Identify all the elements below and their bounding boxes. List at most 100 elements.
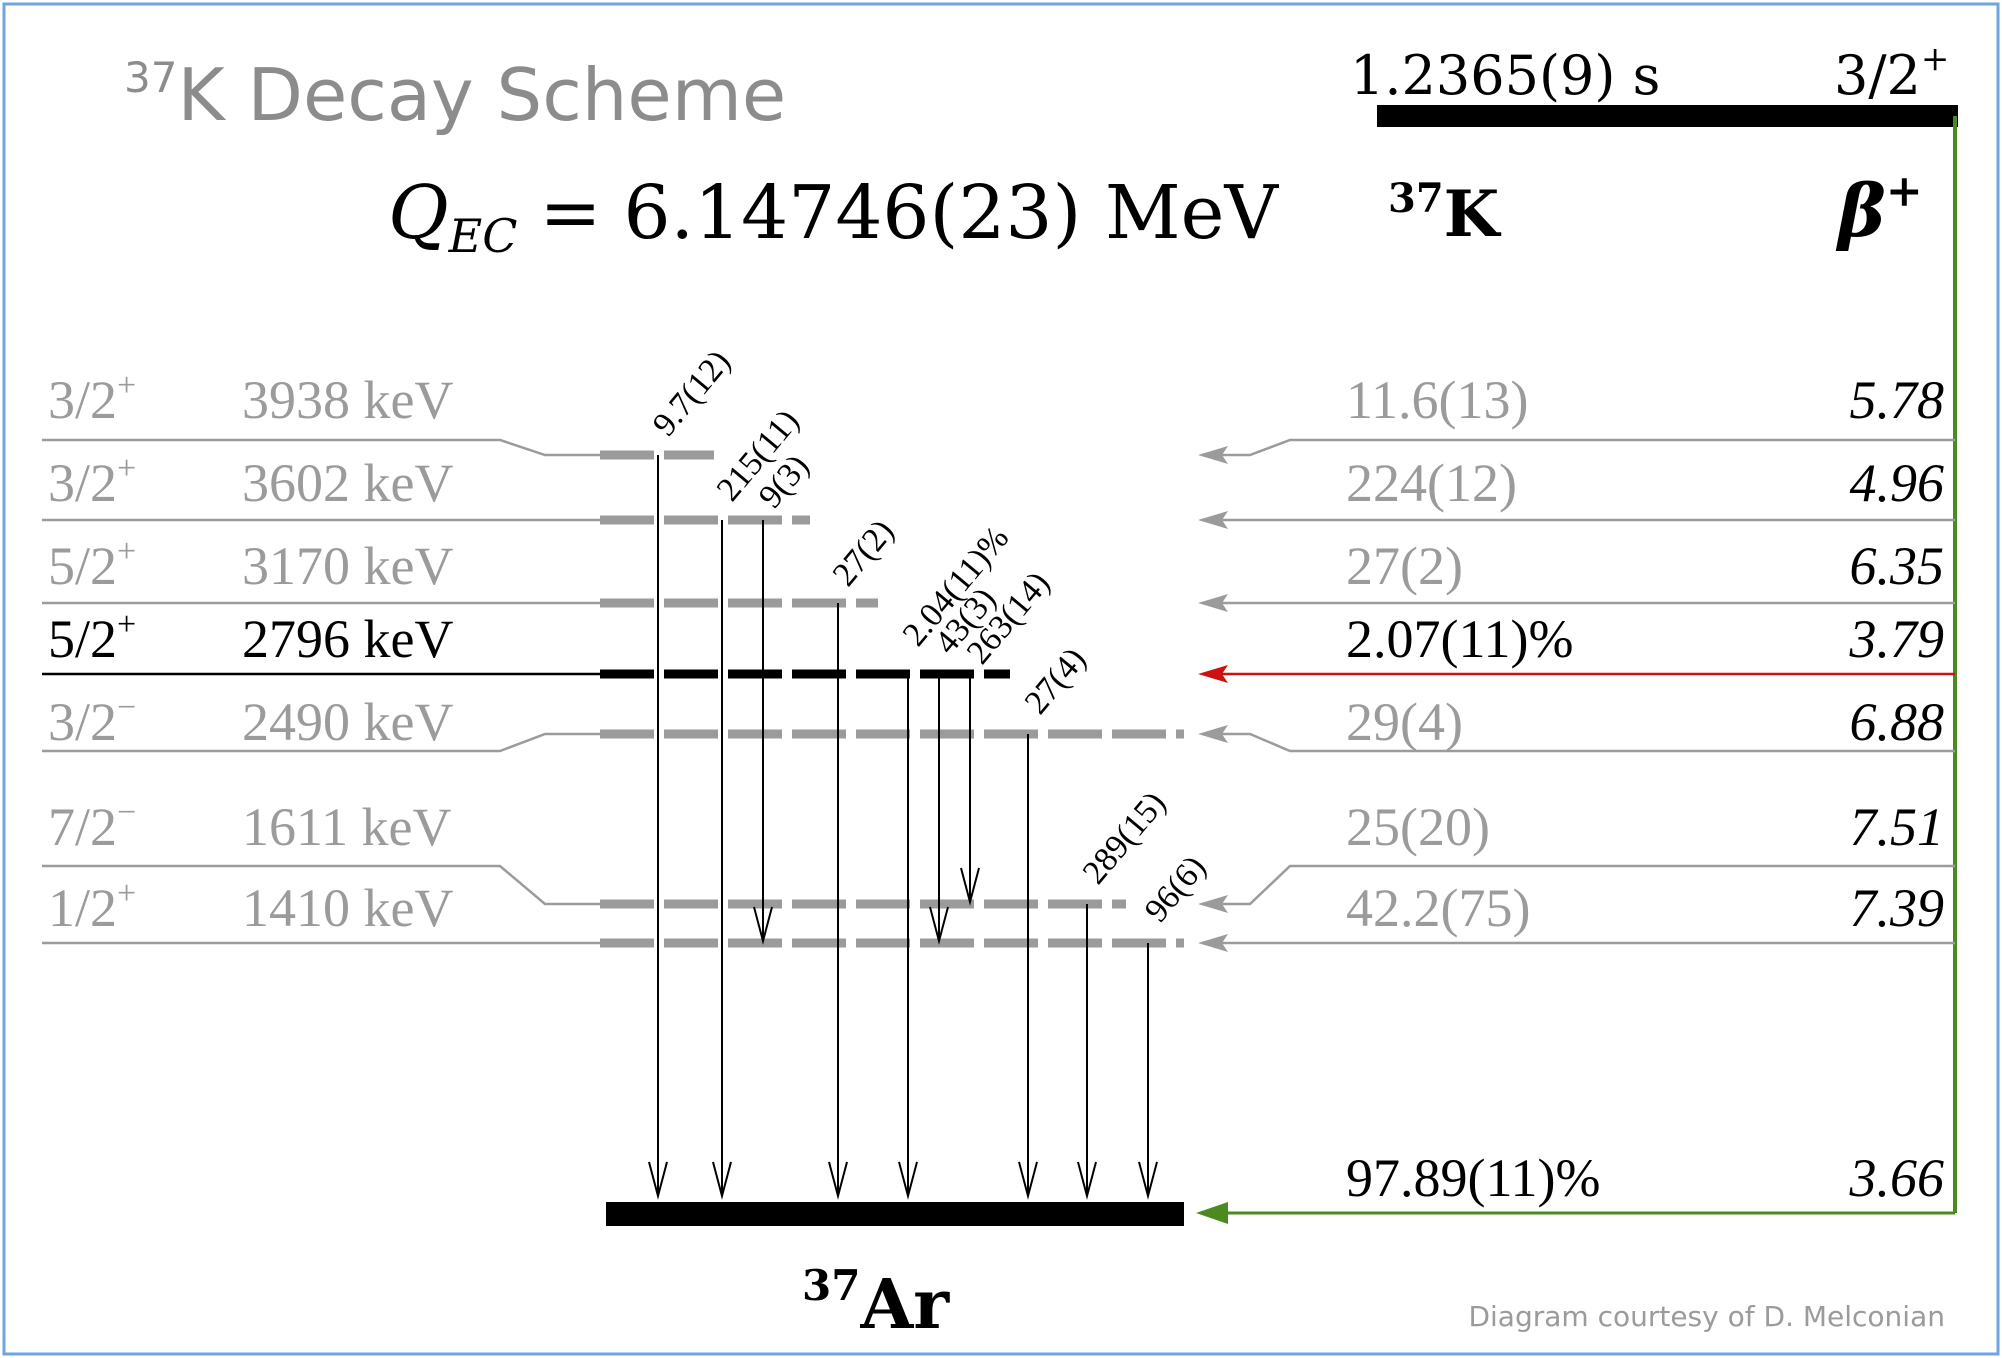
level-line-left [42, 732, 600, 753]
level-energy: 3938 keV [242, 370, 453, 430]
gamma-arrowhead [960, 867, 980, 906]
level-feed-intensity: 11.6(13) [1346, 370, 1528, 430]
level-spin: 7/2 [48, 797, 117, 857]
level-parity: − [117, 794, 136, 831]
daughter-mass-number: 37 [802, 1261, 860, 1310]
ground-feed-intensity: 97.89(11)% [1346, 1148, 1600, 1208]
level-spin-parity: 3/2+ [48, 367, 136, 430]
feed-arrowhead [1198, 446, 1228, 464]
feed-arrowhead [1198, 665, 1228, 683]
q-value: QEC = 6.14746(23) MeV [388, 170, 1279, 263]
q-equals: = [539, 170, 601, 256]
decay-mode-sign: + [1886, 166, 1923, 217]
level-spin: 3/2 [48, 370, 117, 430]
feed-arrowhead [1198, 934, 1228, 952]
gamma-intensity-label: 9.7(12) [646, 343, 738, 443]
level-spin-parity: 1/2+ [48, 875, 136, 938]
parent-level-bar [1377, 105, 1958, 127]
parent-mass-number: 37 [1388, 175, 1444, 222]
q-number: 6.14746(23) MeV [623, 170, 1279, 256]
gamma-arrowhead [1018, 1161, 1038, 1200]
feed-arrowhead [1198, 511, 1228, 529]
gamma-intensity-label: 289(15) [1076, 785, 1174, 891]
level-parity: + [117, 533, 136, 570]
gammas-layer: 9.7(12)215(11)9(3)27(2)2.04(11)%43(3)263… [646, 343, 1214, 1200]
level-feed-intensity: 2.07(11)% [1346, 609, 1573, 669]
feed-line [1222, 732, 1955, 753]
level-spin: 5/2 [48, 609, 117, 669]
gamma-arrowhead [828, 1161, 848, 1200]
level-logft: 5.78 [1850, 370, 1945, 430]
level-spin: 3/2 [48, 453, 117, 513]
gamma-intensity-label: 27(2) [826, 513, 902, 593]
level-logft: 4.96 [1850, 453, 1945, 513]
q-symbol: Q [388, 170, 449, 256]
daughter-nuclide: 37Ar [802, 1261, 950, 1345]
gamma-arrowhead [1138, 1161, 1158, 1200]
parent-symbol: K [1444, 177, 1502, 252]
level-energy: 2796 keV [242, 609, 453, 669]
parent-spin-parity: 3/2+ [1834, 39, 1949, 107]
level-energy: 3602 keV [242, 453, 453, 513]
daughter-ground-bar [606, 1202, 1184, 1226]
parent-parity: + [1921, 39, 1950, 79]
level-line-left [42, 864, 600, 906]
feed-arrowhead [1198, 594, 1228, 612]
parent-spin: 3/2 [1834, 44, 1921, 107]
level-spin-parity: 3/2− [48, 689, 136, 752]
ground-logft: 3.66 [1849, 1148, 1945, 1208]
level-parity: − [117, 689, 136, 726]
title-mass-number: 37 [124, 53, 177, 102]
level-spin-parity: 5/2+ [48, 606, 136, 669]
level-logft: 7.39 [1850, 878, 1945, 938]
level-feed-intensity: 25(20) [1346, 797, 1490, 857]
level-feed-intensity: 27(2) [1346, 536, 1463, 596]
level-parity: + [117, 450, 136, 487]
feed-line [1222, 864, 1955, 906]
level-energy: 1410 keV [242, 878, 453, 938]
level-feed-intensity: 29(4) [1346, 692, 1463, 752]
level-feed-intensity: 42.2(75) [1346, 878, 1530, 938]
level-spin: 1/2 [48, 878, 117, 938]
level-parity: + [117, 875, 136, 912]
credit-text: Diagram courtesy of D. Melconian [1468, 1300, 1945, 1333]
parent-halflife: 1.2365(9) s [1350, 44, 1660, 107]
level-parity: + [117, 367, 136, 404]
daughter-symbol: Ar [859, 1265, 950, 1345]
q-subscript: EC [448, 209, 518, 263]
gamma-intensity-label: 27(4) [1018, 641, 1094, 721]
level-logft: 3.79 [1849, 609, 1945, 669]
level-spin-parity: 3/2+ [48, 450, 136, 513]
level-energy: 1611 keV [242, 797, 451, 857]
gamma-arrowhead [898, 1161, 918, 1200]
level-spin-parity: 7/2− [48, 794, 136, 857]
gamma-arrowhead [929, 906, 949, 945]
gamma-arrowhead [1077, 1161, 1097, 1200]
parent-nuclide: 37K [1388, 175, 1502, 252]
levels-layer: 3/2+ 3938 keV 11.6(13) 5.783/2+ 3602 keV 224(… [42, 367, 1955, 952]
feed-arrowhead [1198, 725, 1228, 743]
feed-arrowhead [1198, 895, 1228, 913]
level-parity: + [117, 606, 136, 643]
decay-mode-beta: β [1835, 168, 1886, 253]
level-line-left [42, 438, 600, 457]
decay-mode: β+ [1835, 166, 1923, 253]
title-text: K Decay Scheme [177, 53, 786, 137]
level-logft: 6.35 [1850, 536, 1945, 596]
level-energy: 3170 keV [242, 536, 453, 596]
gamma-arrowhead [712, 1161, 732, 1200]
level-spin: 5/2 [48, 536, 117, 596]
gamma-arrowhead [753, 906, 773, 945]
feed-line [1222, 438, 1955, 457]
level-spin-parity: 5/2+ [48, 533, 136, 596]
level-logft: 6.88 [1850, 692, 1945, 752]
level-spin: 3/2 [48, 692, 117, 752]
diagram-title: 37K Decay Scheme [124, 53, 786, 137]
level-logft: 7.51 [1850, 797, 1945, 857]
gamma-arrowhead [648, 1161, 668, 1200]
level-energy: 2490 keV [242, 692, 453, 752]
ground-feed-arrowhead [1196, 1202, 1228, 1224]
gamma-intensity-label: 96(6) [1138, 849, 1214, 929]
